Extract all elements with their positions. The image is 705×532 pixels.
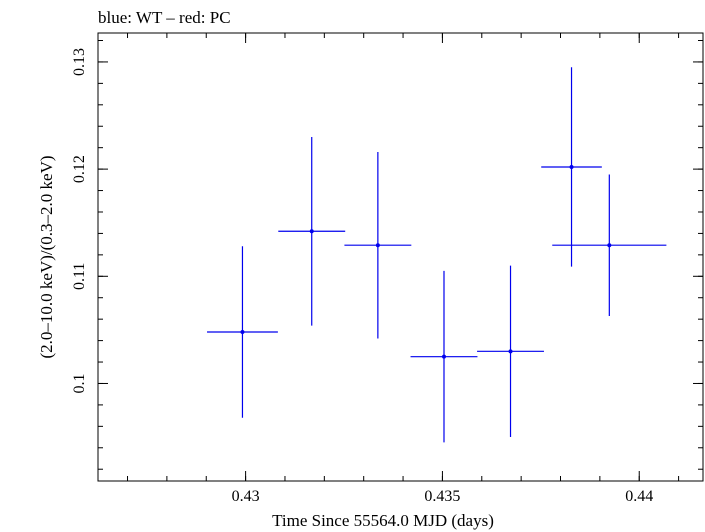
- data-point: [552, 174, 667, 316]
- x-axis-label: Time Since 55564.0 MJD (days): [272, 511, 494, 530]
- axis-tick-labels: 0.43 0.435 0.44 0.1 0.11 0.12 0.13: [71, 48, 653, 505]
- y-axis-label: (2.0–10.0 keV)/(0.3–2.0 keV): [37, 155, 56, 358]
- x-tick-label: 0.43: [232, 488, 260, 505]
- chart-title: blue: WT – red: PC: [98, 8, 231, 27]
- point-marker: [441, 354, 446, 359]
- point-marker: [375, 243, 380, 248]
- data-point: [278, 136, 346, 326]
- plot-frame: [97, 32, 704, 482]
- data-point: [410, 270, 478, 443]
- data-point: [541, 67, 602, 267]
- point-marker: [569, 164, 574, 169]
- axis-ticks: [98, 33, 703, 481]
- x-tick-label: 0.435: [424, 488, 460, 505]
- point-marker: [309, 229, 314, 234]
- data-point: [477, 265, 544, 438]
- point-marker: [240, 330, 245, 335]
- x-tick-label: 0.44: [625, 488, 653, 505]
- point-marker: [607, 243, 612, 248]
- data-point: [207, 246, 278, 418]
- y-tick-label: 0.12: [71, 155, 88, 183]
- data-point: [344, 151, 412, 339]
- y-tick-label: 0.1: [71, 373, 88, 393]
- point-marker: [508, 349, 513, 354]
- data-points: [207, 67, 667, 443]
- y-tick-label: 0.11: [71, 263, 88, 290]
- y-tick-label: 0.13: [71, 48, 88, 76]
